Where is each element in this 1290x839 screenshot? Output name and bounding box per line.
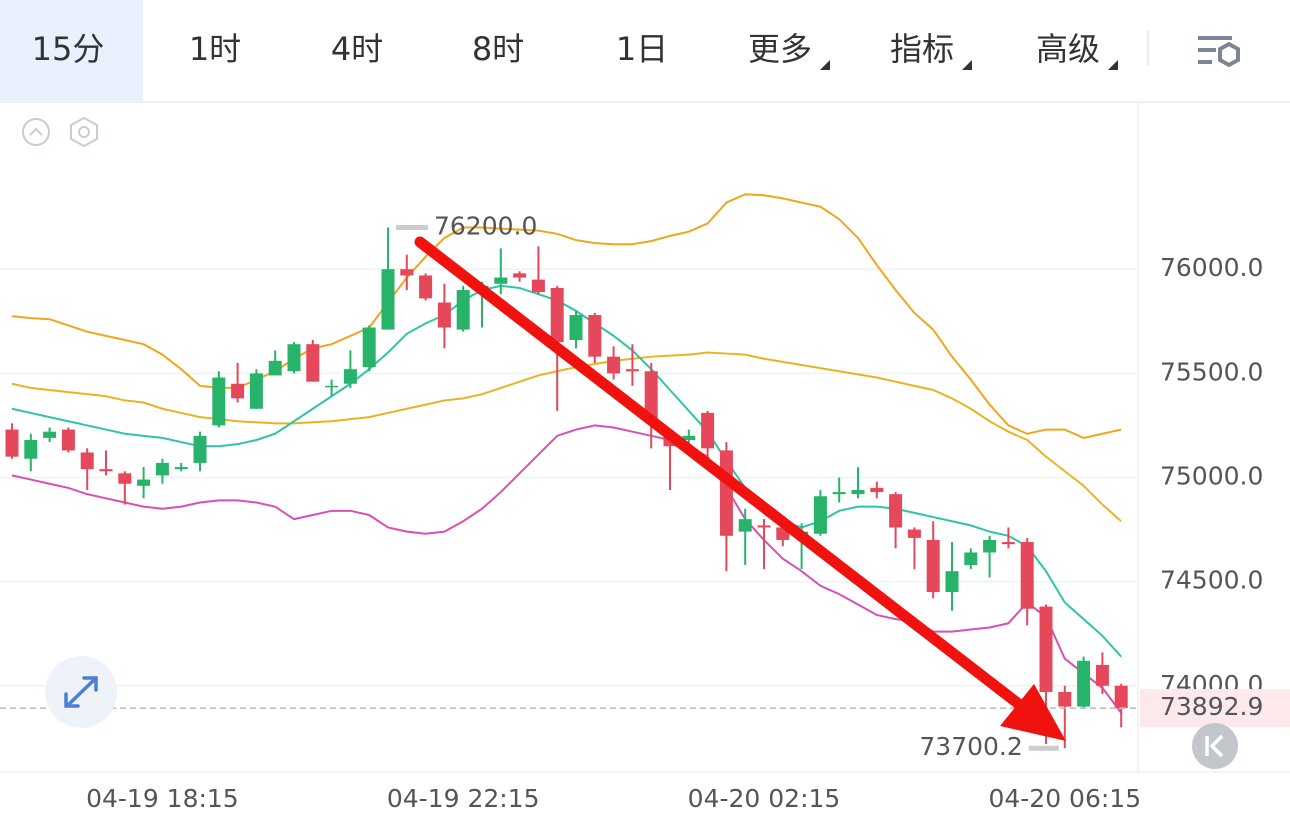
chart-tools bbox=[22, 116, 98, 148]
candle-body bbox=[701, 412, 715, 449]
trend-arrow-shaft bbox=[414, 236, 1026, 711]
tab[interactable]: 高级 bbox=[1036, 30, 1100, 68]
tab[interactable]: 1时 bbox=[189, 30, 241, 68]
candle-body bbox=[400, 269, 414, 276]
candle-body bbox=[757, 525, 771, 528]
candle-body bbox=[419, 275, 433, 299]
tab[interactable]: 指标 bbox=[890, 30, 954, 68]
candle-body bbox=[964, 552, 978, 565]
tab[interactable]: 更多 bbox=[748, 30, 812, 68]
x-tick-label: 04-19 22:15 bbox=[387, 784, 540, 813]
candle-body bbox=[682, 435, 696, 440]
tab-selected-bg bbox=[0, 0, 143, 102]
candle-body bbox=[569, 315, 583, 341]
collapse-icon[interactable] bbox=[22, 118, 50, 146]
candle-body bbox=[738, 519, 752, 532]
candle-body bbox=[550, 287, 564, 343]
candle-body bbox=[926, 539, 940, 593]
candle-body bbox=[381, 269, 395, 330]
candle-body bbox=[249, 373, 263, 409]
candle-body bbox=[870, 487, 884, 493]
settings-hex-icon[interactable] bbox=[70, 116, 98, 148]
candle-body bbox=[155, 462, 169, 476]
candle-body bbox=[287, 344, 301, 372]
candle-body bbox=[1114, 685, 1128, 709]
dropdown-caret bbox=[1108, 60, 1118, 70]
x-tick-label: 04-20 02:15 bbox=[688, 784, 841, 813]
candle-body bbox=[343, 369, 357, 384]
candle-body bbox=[1058, 692, 1072, 707]
collapse-chevron bbox=[29, 127, 43, 136]
y-tick-label: 74500.0 bbox=[1160, 566, 1263, 595]
tab[interactable]: 15分 bbox=[32, 30, 105, 68]
candle-body bbox=[118, 473, 132, 484]
settings-icon[interactable] bbox=[1198, 36, 1240, 68]
candle-body bbox=[306, 344, 320, 382]
band-line bbox=[11, 193, 1122, 439]
candle-body bbox=[456, 290, 470, 330]
settings-hex-dot bbox=[78, 126, 90, 138]
band-line bbox=[11, 424, 1122, 714]
candle-body bbox=[531, 279, 545, 293]
toolbar: 15分 1时 4时 8时 1日 更多 指标 高级 bbox=[0, 0, 1290, 103]
tab[interactable]: 4时 bbox=[331, 30, 383, 68]
y-tick-label: 76000.0 bbox=[1160, 253, 1263, 282]
dropdown-caret bbox=[962, 60, 972, 70]
candle-body bbox=[99, 469, 113, 472]
candle-body bbox=[325, 385, 339, 388]
candle-body bbox=[437, 302, 451, 328]
candle-body bbox=[588, 315, 602, 357]
candle-body bbox=[513, 273, 527, 278]
min-label: 73700.2 bbox=[919, 732, 1022, 761]
candle-body bbox=[268, 360, 282, 376]
candle-body bbox=[1020, 542, 1034, 609]
candle-body bbox=[644, 371, 658, 420]
y-tick-label: 75500.0 bbox=[1160, 357, 1263, 386]
candle-body bbox=[1077, 660, 1091, 707]
candle-body bbox=[983, 539, 997, 553]
candle-body bbox=[137, 479, 151, 486]
candle-body bbox=[362, 327, 376, 368]
max-label: 76200.0 bbox=[434, 212, 537, 241]
scroll-latest-button[interactable] bbox=[1192, 723, 1238, 769]
candle-body bbox=[832, 492, 846, 495]
candle-body bbox=[907, 529, 921, 538]
candle-body bbox=[174, 467, 188, 470]
candle-body bbox=[945, 571, 959, 593]
candle-body bbox=[889, 494, 903, 528]
candle-body bbox=[1039, 606, 1053, 693]
band-line bbox=[11, 351, 1122, 522]
tab[interactable]: 1日 bbox=[616, 30, 668, 68]
candle-body bbox=[231, 383, 245, 399]
candle-body bbox=[24, 439, 38, 459]
candle-body bbox=[813, 496, 827, 534]
candle-body bbox=[5, 429, 19, 457]
last-price-label: 73892.9 bbox=[1160, 692, 1263, 721]
candle-body bbox=[494, 277, 508, 284]
candle-body bbox=[80, 452, 94, 470]
candle-body bbox=[212, 377, 226, 426]
plot: 74000.074500.075000.075500.076000.004-19… bbox=[0, 193, 1290, 813]
x-tick-label: 04-19 18:15 bbox=[86, 784, 239, 813]
tab[interactable]: 8时 bbox=[472, 30, 524, 68]
candle-body bbox=[1095, 664, 1109, 686]
x-tick-label: 04-20 06:15 bbox=[988, 784, 1141, 813]
candle-body bbox=[851, 489, 865, 495]
expand-button[interactable] bbox=[45, 656, 117, 728]
y-tick-label: 75000.0 bbox=[1160, 461, 1263, 490]
candle-body bbox=[719, 450, 733, 536]
candle-body bbox=[1001, 542, 1015, 545]
candle-body bbox=[193, 435, 207, 463]
candle-body bbox=[625, 369, 639, 372]
trend-arrow-head bbox=[1000, 684, 1066, 741]
candle-body bbox=[43, 431, 57, 438]
candle-body bbox=[61, 429, 75, 451]
dropdown-caret bbox=[820, 60, 830, 70]
last-price-bg bbox=[1140, 689, 1290, 728]
candle-body bbox=[607, 356, 621, 374]
